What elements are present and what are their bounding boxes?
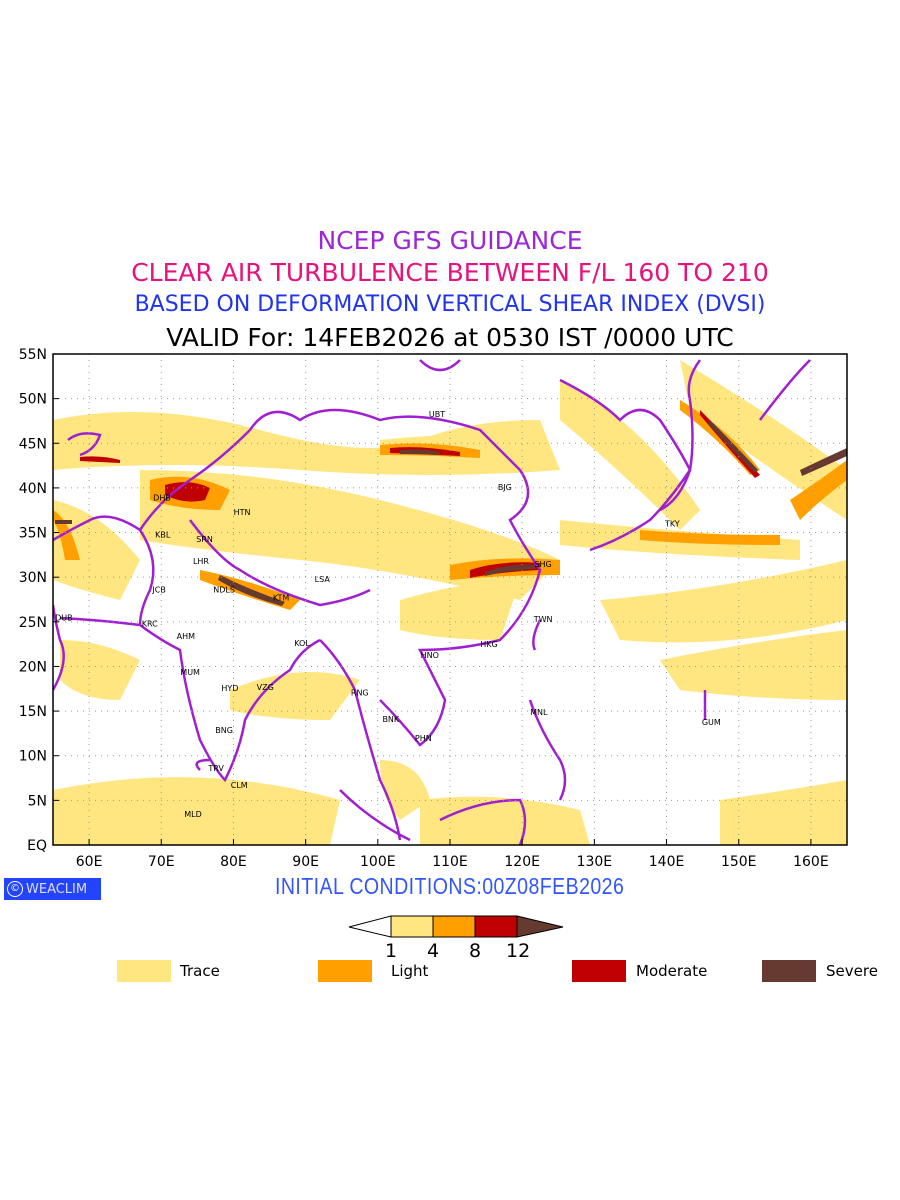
logo-text: WEACLIM: [26, 881, 88, 897]
city-label-clm: CLM: [231, 781, 248, 790]
coastlines-borders: [53, 359, 811, 845]
lon-label: 160E: [793, 854, 829, 870]
city-label-ktm: KTM: [273, 594, 290, 603]
trace-areas: [53, 360, 847, 845]
city-label-lhr: LHR: [193, 557, 209, 566]
city-label-hkg: HKG: [480, 640, 497, 649]
city-label-mnl: MNL: [530, 708, 548, 717]
city-label-kbl: KBL: [155, 530, 171, 539]
title-model: NCEP GFS GUIDANCE: [317, 226, 583, 255]
city-label-ahm: AHM: [177, 632, 195, 641]
severe-areas: [55, 420, 847, 606]
colorbar-tick: 4: [427, 940, 440, 962]
city-label-phn: PHN: [415, 734, 432, 743]
city-label-shg: SHG: [534, 560, 551, 569]
lat-label: 40N: [19, 481, 47, 497]
lat-label: 20N: [19, 659, 47, 675]
colorbar-trace: [390, 915, 434, 938]
city-label-bjg: BJG: [498, 483, 512, 492]
legend-label-trace: Trace: [180, 962, 220, 980]
city-label-jcb: JCB: [151, 586, 165, 595]
colorbar: [348, 915, 564, 938]
city-label-twn: TWN: [533, 615, 553, 624]
legend-label-severe: Severe: [826, 962, 878, 980]
city-label-srn: SRN: [196, 535, 213, 544]
city-labels: UBT BJG DHB HTN KBL SRN LHR TKY SHG LSA JCB NDLS KTM…: [55, 410, 721, 819]
colorbar-moderate: [474, 915, 518, 938]
city-label-dub: DUB: [55, 613, 73, 622]
graticule: [53, 354, 847, 845]
title-product: CLEAR AIR TURBULENCE BETWEEN F/L 160 TO …: [131, 258, 769, 287]
lon-label: 70E: [148, 854, 175, 870]
colorbar-under-arrow: [348, 915, 392, 938]
city-label-trv: TRV: [207, 764, 224, 773]
city-label-bng: BNG: [215, 726, 233, 735]
lon-label: 120E: [504, 854, 540, 870]
map-field: UBT BJG DHB HTN KBL SRN LHR TKY SHG LSA JCB NDLS KTM…: [53, 354, 847, 845]
city-label-lsa: LSA: [315, 575, 331, 584]
lon-label: 100E: [360, 854, 396, 870]
city-label-rng: RNG: [351, 688, 369, 697]
legend-swatch-light: [318, 960, 372, 982]
lon-label: 150E: [721, 854, 757, 870]
lat-label: 15N: [19, 704, 47, 720]
legend-swatch-moderate: [572, 960, 626, 982]
city-label-ubt: UBT: [429, 410, 445, 419]
city-label-kol: KOL: [294, 639, 310, 648]
lon-label: 130E: [577, 854, 613, 870]
latitude-labels: 55N 50N 45N 40N 35N 30N 25N 20N 15N 10N 5N EQ: [19, 347, 59, 854]
lat-label: 55N: [19, 347, 47, 363]
longitude-labels: 60E 70E 80E 90E 100E 110E 120E 130E 140E 150E 160E: [76, 839, 829, 870]
city-label-tky: TKY: [664, 520, 680, 529]
lon-label: 110E: [432, 854, 468, 870]
lat-label: 50N: [19, 392, 47, 408]
city-label-hno: HNO: [421, 651, 439, 660]
lon-label: 90E: [292, 854, 319, 870]
city-label-mld: MLD: [184, 810, 202, 819]
city-label-dhb: DHB: [153, 494, 171, 503]
initial-conditions: INITIAL CONDITIONS:00Z08FEB2026: [275, 873, 625, 899]
title-method: BASED ON DEFORMATION VERTICAL SHEAR INDE…: [134, 292, 766, 317]
weaclim-logo: © WEACLIM: [4, 878, 101, 900]
lat-label: EQ: [27, 838, 47, 854]
city-label-krc: KRC: [142, 620, 158, 629]
lat-label: 45N: [19, 436, 47, 452]
legend-label-moderate: Moderate: [636, 962, 708, 980]
city-label-ndls: NDLS: [213, 586, 235, 595]
colorbar-tick: 1: [385, 940, 398, 962]
turbulence-map: UBT BJG DHB HTN KBL SRN LHR TKY SHG LSA JCB NDLS KTM…: [19, 347, 848, 938]
colorbar-severe-arrow: [516, 915, 564, 938]
colorbar-tick: 12: [506, 940, 531, 962]
city-label-htn: HTN: [234, 508, 251, 517]
title-valid-time: VALID For: 14FEB2026 at 0530 IST /0000 U…: [166, 323, 734, 352]
city-label-mum: MUM: [180, 668, 200, 677]
city-label-vzg: VZG: [257, 683, 274, 692]
lat-label: 30N: [19, 570, 47, 586]
lat-label: 10N: [19, 749, 47, 765]
city-label-bnk: BNK: [382, 715, 399, 724]
lat-label: 35N: [19, 526, 47, 542]
lon-label: 140E: [649, 854, 685, 870]
city-label-hyd: HYD: [221, 684, 238, 693]
lon-label: 80E: [220, 854, 247, 870]
lat-label: 25N: [19, 615, 47, 631]
colorbar-light: [432, 915, 476, 938]
lat-label: 5N: [28, 793, 47, 809]
legend-swatch-trace: [117, 960, 171, 982]
colorbar-tick: 8: [469, 940, 482, 962]
lon-label: 60E: [76, 854, 103, 870]
copyright-icon: ©: [7, 881, 23, 897]
legend-swatch-severe: [762, 960, 816, 982]
city-label-gum: GUM: [702, 718, 721, 727]
legend-label-light: Light: [391, 962, 429, 980]
